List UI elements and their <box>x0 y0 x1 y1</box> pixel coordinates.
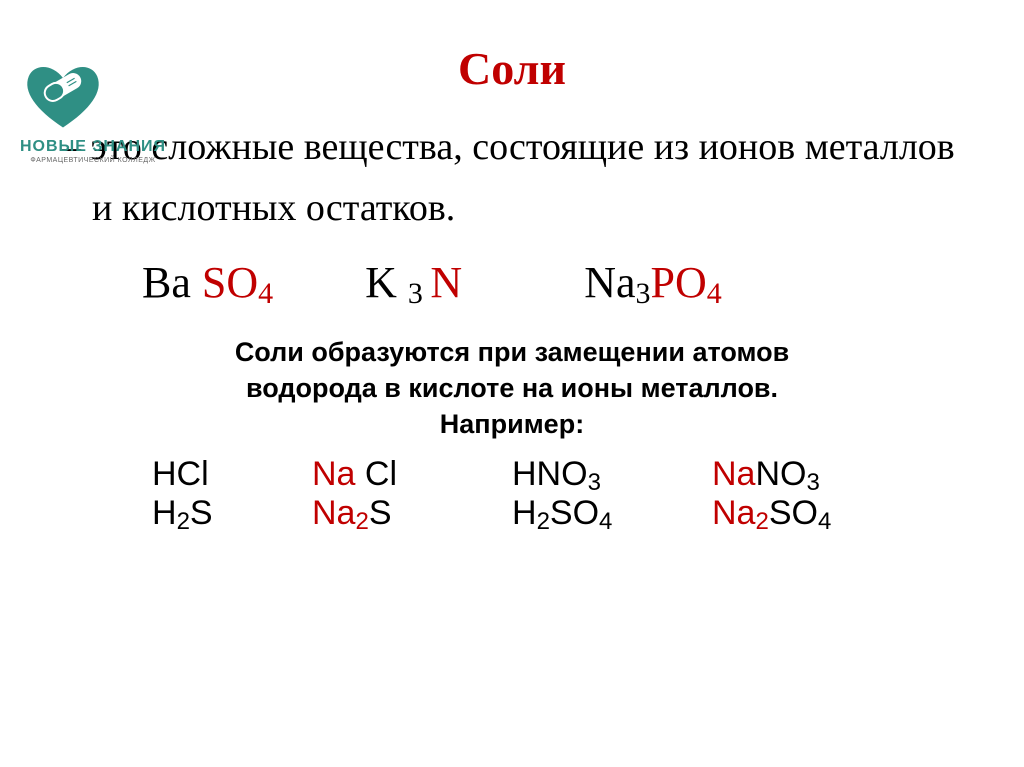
ex-h2so4-4: 4 <box>599 508 612 535</box>
f2-metal: K <box>365 258 408 307</box>
ex-nacl-na: Na <box>312 455 365 493</box>
ex-hcl-text: HCl <box>152 455 209 493</box>
logo: НОВЫЕ ЗНАНИЯ ФАРМАЦЕВТИЧЕСКИЙ КОЛЛЕДЖ <box>18 60 168 164</box>
ex-nano3-sub: 3 <box>806 469 819 496</box>
f3-residue: PO <box>651 258 707 307</box>
slide: НОВЫЕ ЗНАНИЯ ФАРМАЦЕВТИЧЕСКИЙ КОЛЛЕДЖ Со… <box>0 42 1024 767</box>
f1-metal: Ba <box>142 258 202 307</box>
ex-h2s-s: S <box>190 494 213 532</box>
f3-metal-sub: 3 <box>636 277 651 310</box>
ex-nano3-na: Na <box>712 455 755 493</box>
ex-h2s: H2S <box>152 494 312 533</box>
ex-h2s-h: H <box>152 494 177 532</box>
f1-residue: SO <box>202 258 258 307</box>
example-row-2: H2S Na2S H2SO4 Na2SO4 <box>62 494 962 533</box>
ex-nano3: NaNO3 <box>712 455 912 494</box>
ex-na2s: Na2S <box>312 494 512 533</box>
ex-hno3: HNO3 <box>512 455 712 494</box>
ex-na2so4-na: Na <box>712 494 755 532</box>
ex-na2so4-4: 4 <box>818 508 831 535</box>
ex-nacl-cl: Cl <box>365 455 397 493</box>
note-line-2: водорода в кислоте на ионы металлов. <box>62 370 962 406</box>
ex-h2so4-so: SO <box>550 494 599 532</box>
ex-hno3-a: HNO <box>512 455 588 493</box>
content: – это сложные вещества, состоящие из ион… <box>62 117 962 533</box>
definition-body: это сложные вещества, состоящие из ионов… <box>81 126 955 229</box>
formula-k3n: K 3 N <box>365 257 462 308</box>
f3-residue-sub: 4 <box>707 277 722 310</box>
ex-hno3-sub: 3 <box>588 469 601 496</box>
definition-text: – это сложные вещества, состоящие из ион… <box>62 117 962 239</box>
f3-metal: Na <box>584 258 635 307</box>
f2-residue: N <box>430 258 462 307</box>
ex-h2so4-2: 2 <box>537 508 550 535</box>
logo-subtitle: ФАРМАЦЕВТИЧЕСКИЙ КОЛЛЕДЖ <box>18 157 168 164</box>
note-block: Соли образуются при замещении атомов вод… <box>62 334 962 443</box>
example-row-1: HCl Na Cl HNO3 NaNO3 <box>62 455 962 494</box>
ex-h2so4: H2SO4 <box>512 494 712 533</box>
ex-na2s-2: 2 <box>355 508 368 535</box>
ex-na2so4-so: SO <box>769 494 818 532</box>
heart-capsule-icon <box>18 60 108 132</box>
ex-na2s-s: S <box>369 494 392 532</box>
logo-title: НОВЫЕ ЗНАНИЯ <box>18 138 168 156</box>
ex-nano3-no: NO <box>755 455 806 493</box>
f1-residue-sub: 4 <box>258 277 273 310</box>
formula-na3po4: Na3PO4 <box>584 257 722 308</box>
ex-h2s-2: 2 <box>177 508 190 535</box>
examples: HCl Na Cl HNO3 NaNO3 H2S Na2S <box>62 455 962 533</box>
formula-baso4: Ba SO4 <box>142 257 273 308</box>
ex-nacl: Na Cl <box>312 455 512 494</box>
ex-na2so4-2: 2 <box>755 508 768 535</box>
f2-metal-sub: 3 <box>408 277 431 310</box>
main-formula-row: Ba SO4 K 3 N Na3PO4 <box>62 257 962 308</box>
ex-hcl: HCl <box>152 455 312 494</box>
note-line-3: Например: <box>62 406 962 442</box>
ex-na2so4: Na2SO4 <box>712 494 912 533</box>
note-line-1: Соли образуются при замещении атомов <box>62 334 962 370</box>
ex-na2s-na: Na <box>312 494 355 532</box>
ex-h2so4-h: H <box>512 494 537 532</box>
